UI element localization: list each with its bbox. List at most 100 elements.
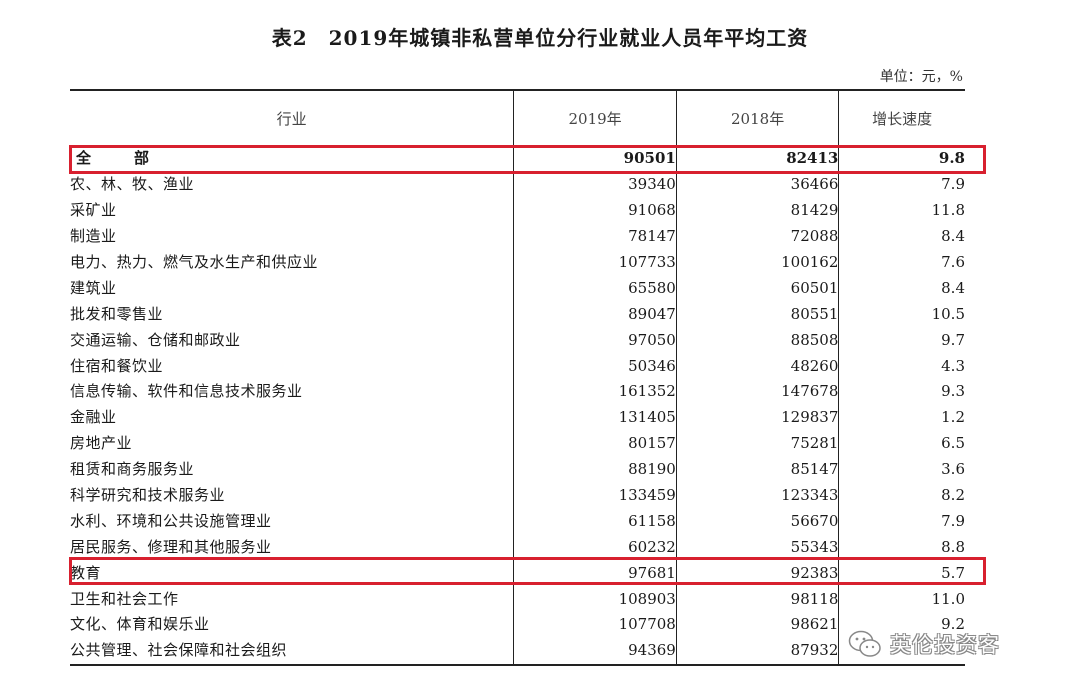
wage-2019-cell: 65580 (513, 275, 677, 302)
wage-2019-cell: 97050 (513, 327, 677, 354)
industry-cell: 卫生和社会工作 (70, 589, 179, 608)
table-row: 房地产业 80157 75281 6.5 (70, 430, 965, 457)
wage-2018-cell: 55343 (675, 534, 839, 561)
wage-2019-cell: 50346 (513, 353, 677, 380)
wage-2018-cell: 60501 (675, 275, 839, 302)
wage-2019-cell: 90501 (513, 145, 677, 172)
wage-2018-cell: 48260 (675, 353, 839, 380)
industry-cell: 电力、热力、燃气及水生产和供应业 (70, 253, 319, 271)
wage-2018-cell: 100162 (675, 249, 839, 276)
wage-2019-cell: 61158 (513, 508, 677, 535)
table-row: 交通运输、仓储和邮政业 97050 88508 9.7 (70, 327, 965, 354)
wage-2019-cell: 131405 (513, 404, 677, 431)
industry-cell: 文化、体育和娱乐业 (70, 615, 210, 634)
wage-2019-cell: 89047 (513, 301, 677, 328)
growth-rate-cell: 4.3 (838, 353, 965, 380)
industry-cell: 农、林、牧、渔业 (70, 175, 195, 194)
table-row: 租赁和商务服务业 88190 85147 3.6 (70, 456, 965, 483)
wage-2018-cell: 98621 (675, 612, 839, 638)
header-industry: 行业 (70, 89, 514, 146)
growth-rate-cell: 8.2 (838, 482, 965, 509)
wage-2018-cell: 75281 (675, 430, 839, 457)
table-row: 金融业 131405 129837 1.2 (70, 404, 965, 431)
table-row: 批发和零售业 89047 80551 10.5 (70, 301, 965, 328)
table-row: 教育 97681 92383 5.7 (70, 560, 965, 587)
wage-2018-cell: 147678 (675, 379, 839, 405)
table-row: 科学研究和技术服务业 133459 123343 8.2 (70, 482, 965, 509)
growth-rate-cell: 6.5 (838, 430, 965, 457)
table-row: 水利、环境和公共设施管理业 61158 56670 7.9 (70, 508, 965, 535)
industry-cell: 建筑业 (70, 278, 117, 297)
industry-cell: 租赁和商务服务业 (70, 460, 195, 479)
industry-cell: 住宿和餐饮业 (70, 356, 164, 375)
table-row: 建筑业 65580 60501 8.4 (70, 275, 965, 302)
table-row: 信息传输、软件和信息技术服务业 161352 147678 9.3 (70, 379, 965, 405)
table-row: 制造业 78147 72088 8.4 (70, 223, 965, 250)
header-row: 行业 2019年 2018年 增长速度 (70, 89, 965, 146)
wage-2018-cell: 87932 (675, 637, 839, 666)
growth-rate-cell: 10.5 (838, 301, 965, 328)
table-title: 表2 2019年城镇非私营单位分行业就业人员年平均工资 (271, 26, 809, 50)
growth-rate-cell: 8.8 (838, 534, 965, 561)
table-row: 公共管理、社会保障和社会组织 94369 87932 (70, 637, 965, 666)
growth-rate-cell: 9.3 (838, 379, 965, 405)
industry-cell: 水利、环境和公共设施管理业 (70, 511, 272, 530)
wage-2018-cell: 80551 (675, 301, 839, 328)
growth-rate-cell: 5.7 (838, 560, 965, 587)
growth-rate-cell: 8.4 (838, 223, 965, 250)
header-2018: 2018年 (675, 89, 839, 146)
wage-2019-cell: 107708 (513, 612, 677, 638)
industry-cell: 信息传输、软件和信息技术服务业 (70, 382, 303, 401)
watermark: 英伦投资客 (848, 629, 1000, 659)
industry-cell: 全 部 (76, 149, 164, 168)
wage-2019-cell: 108903 (513, 586, 677, 613)
unit-note: 单位：元，% (879, 69, 963, 85)
wage-2019-cell: 94369 (513, 637, 677, 666)
growth-rate-cell: 11.8 (838, 197, 965, 224)
wage-2018-cell: 82413 (675, 145, 839, 172)
wage-2019-cell: 78147 (513, 223, 677, 250)
wage-2019-cell: 88190 (513, 456, 677, 483)
growth-rate-cell: 3.6 (838, 456, 965, 483)
industry-cell: 教育 (70, 563, 102, 582)
wage-2019-cell: 161352 (513, 379, 677, 405)
growth-rate-cell: 1.2 (838, 404, 965, 431)
industry-cell: 交通运输、仓储和邮政业 (70, 330, 241, 349)
wage-2019-cell: 80157 (513, 430, 677, 457)
wage-table: 行业 2019年 2018年 增长速度 全 部 90501 82413 9.8 农、林、… (70, 89, 965, 666)
industry-cell: 批发和零售业 (70, 304, 164, 323)
wage-2018-cell: 88508 (675, 327, 839, 354)
growth-rate-cell: 9.7 (838, 327, 965, 354)
wage-2019-cell: 133459 (513, 482, 677, 509)
table-row: 采矿业 91068 81429 11.8 (70, 197, 965, 224)
wage-2019-cell: 91068 (513, 197, 677, 224)
industry-cell: 居民服务、修理和其他服务业 (70, 537, 272, 556)
growth-rate-cell: 8.4 (838, 275, 965, 302)
industry-cell: 公共管理、社会保障和社会组织 (70, 637, 514, 666)
wage-2018-cell: 129837 (675, 404, 839, 431)
industry-cell: 科学研究和技术服务业 (70, 486, 226, 505)
table-row: 农、林、牧、渔业 39340 36466 7.9 (70, 171, 965, 198)
table-row: 住宿和餐饮业 50346 48260 4.3 (70, 353, 965, 380)
growth-rate-cell: 7.9 (838, 508, 965, 535)
table-row: 居民服务、修理和其他服务业 60232 55343 8.8 (70, 534, 965, 561)
wage-2018-cell: 123343 (675, 482, 839, 509)
wechat-icon (848, 630, 881, 657)
wage-2019-cell: 97681 (513, 560, 677, 587)
table-body: 全 部 90501 82413 9.8 农、林、牧、渔业 39340 36466 7.9 采矿业… (70, 145, 965, 666)
header-growth: 增长速度 (838, 89, 965, 146)
wage-2018-cell: 92383 (675, 560, 839, 587)
header-2019: 2019年 (513, 89, 677, 146)
wage-2018-cell: 81429 (675, 197, 839, 224)
wage-2019-cell: 60232 (513, 534, 677, 561)
growth-rate-cell: 7.6 (838, 249, 965, 276)
wage-2018-cell: 98118 (675, 586, 839, 613)
growth-rate-cell: 11.0 (838, 586, 965, 613)
wage-2018-cell: 85147 (675, 456, 839, 483)
table-row: 电力、热力、燃气及水生产和供应业 107733 100162 7.6 (70, 249, 965, 276)
wage-2018-cell: 72088 (675, 223, 839, 250)
wage-2018-cell: 36466 (675, 171, 839, 198)
table-row: 卫生和社会工作 108903 98118 11.0 (70, 586, 965, 613)
industry-cell: 金融业 (70, 408, 117, 427)
wage-2019-cell: 39340 (513, 171, 677, 198)
